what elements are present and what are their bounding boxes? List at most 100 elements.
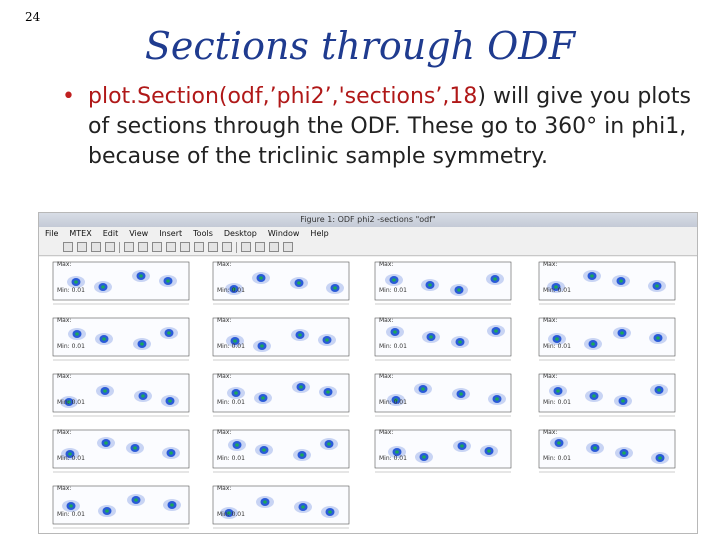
odf-core [458, 340, 462, 344]
section-plot [212, 429, 350, 473]
section-plot [538, 261, 676, 305]
min-label: Min: 0.01 [379, 455, 407, 462]
zoom-in-icon[interactable] [138, 242, 148, 252]
max-label: Max: [217, 261, 232, 268]
brush-icon[interactable] [208, 242, 218, 252]
odf-core [141, 394, 145, 398]
odf-core [262, 448, 266, 452]
figure-toolbar [39, 239, 697, 256]
new-icon[interactable] [63, 242, 73, 252]
menu-edit[interactable]: Edit [102, 228, 119, 238]
max-label: Max: [217, 429, 232, 436]
bullet-text: plot.Section(odf,’phi2’,'sections’,18) w… [88, 82, 702, 172]
colorbar-icon[interactable] [241, 242, 251, 252]
min-label: Min: 0.01 [379, 399, 407, 406]
odf-core [459, 392, 463, 396]
odf-core [621, 399, 625, 403]
section-plot [212, 261, 350, 305]
menu-file[interactable]: File [45, 228, 59, 238]
odf-core [232, 287, 236, 291]
show-tools-icon[interactable] [283, 242, 293, 252]
odf-core [620, 331, 624, 335]
zoom-out-icon[interactable] [152, 242, 162, 252]
max-label: Max: [217, 485, 232, 492]
section-panel: Max: Min: 0.01 [203, 429, 353, 477]
odf-core [75, 332, 79, 336]
odf-core [235, 443, 239, 447]
pointer-icon[interactable] [124, 242, 134, 252]
max-label: Max: [543, 373, 558, 380]
figure-titlebar[interactable]: Figure 1: ODF phi2 -sections "odf" [39, 213, 697, 227]
odf-core [301, 505, 305, 509]
menu-desktop[interactable]: Desktop [223, 228, 257, 238]
section-plot [52, 485, 190, 529]
section-panel: Max: Min: 0.01 [203, 373, 353, 421]
bullet-point: • plot.Section(odf,’phi2’,'sections’,18)… [62, 82, 702, 172]
odf-core [259, 276, 263, 280]
odf-core [327, 442, 331, 446]
menu-mtex[interactable]: MTEX [69, 228, 92, 238]
odf-core [494, 329, 498, 333]
min-label: Min: 0.01 [57, 343, 85, 350]
section-panel: Max: Min: 0.01 [529, 317, 679, 365]
min-label: Min: 0.01 [57, 399, 85, 406]
data-cursor-icon[interactable] [194, 242, 204, 252]
odf-core [170, 503, 174, 507]
min-label: Min: 0.01 [217, 511, 245, 518]
odf-core [139, 274, 143, 278]
min-label: Min: 0.01 [57, 287, 85, 294]
menu-window[interactable]: Window [267, 228, 300, 238]
odf-core [233, 339, 237, 343]
odf-core [428, 283, 432, 287]
max-label: Max: [57, 373, 72, 380]
min-label: Min: 0.01 [379, 287, 407, 294]
odf-core [460, 444, 464, 448]
odf-core [234, 391, 238, 395]
odf-core [101, 285, 105, 289]
min-label: Min: 0.01 [543, 399, 571, 406]
section-panel: Max: Min: 0.01 [529, 373, 679, 421]
legend-icon[interactable] [255, 242, 265, 252]
odf-core [619, 279, 623, 283]
odf-core [134, 498, 138, 502]
save-icon[interactable] [91, 242, 101, 252]
odf-core [590, 274, 594, 278]
menu-tools[interactable]: Tools [193, 228, 213, 238]
odf-core [300, 453, 304, 457]
odf-core [102, 337, 106, 341]
section-panel: Max: Min: 0.01 [365, 429, 515, 477]
odf-core [298, 333, 302, 337]
menu-help[interactable]: Help [310, 228, 329, 238]
section-plot [374, 317, 512, 361]
link-icon[interactable] [222, 242, 232, 252]
max-label: Max: [379, 317, 394, 324]
odf-core [168, 399, 172, 403]
slide-number: 24 [25, 10, 41, 24]
odf-core [422, 455, 426, 459]
odf-core [133, 446, 137, 450]
odf-core [393, 330, 397, 334]
min-label: Min: 0.01 [217, 399, 245, 406]
hide-tools-icon[interactable] [269, 242, 279, 252]
odf-core [299, 385, 303, 389]
odf-core [325, 338, 329, 342]
max-label: Max: [379, 373, 394, 380]
odf-core [263, 500, 267, 504]
section-panel: Max: Min: 0.01 [43, 317, 193, 365]
print-icon[interactable] [105, 242, 115, 252]
matlab-figure-window[interactable]: Figure 1: ODF phi2 -sections "odf" File M… [38, 212, 698, 534]
rotate-icon[interactable] [180, 242, 190, 252]
menu-insert[interactable]: Insert [159, 228, 183, 238]
odf-core [555, 337, 559, 341]
open-icon[interactable] [77, 242, 87, 252]
odf-core [67, 400, 71, 404]
max-label: Max: [217, 317, 232, 324]
pan-icon[interactable] [166, 242, 176, 252]
min-label: Min: 0.01 [379, 343, 407, 350]
min-label: Min: 0.01 [217, 287, 245, 294]
menu-view[interactable]: View [129, 228, 149, 238]
max-label: Max: [543, 261, 558, 268]
odf-core [592, 394, 596, 398]
odf-core [658, 456, 662, 460]
odf-core [69, 504, 73, 508]
